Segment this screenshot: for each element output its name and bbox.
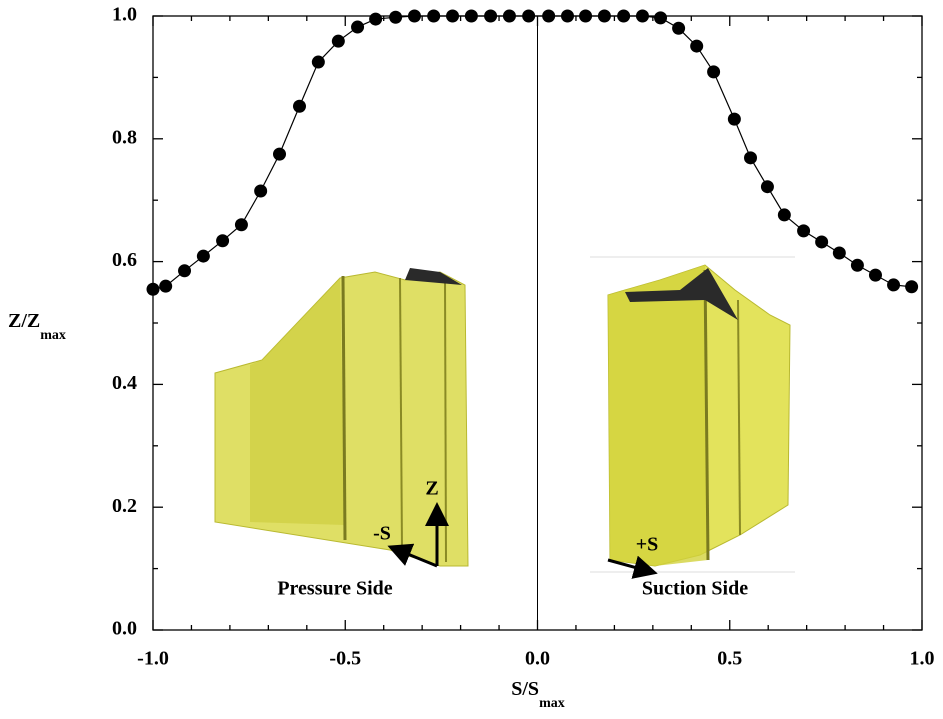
annotation: Suction Side [642,578,748,600]
data-point [579,10,592,23]
x-tick-label: -1.0 [137,648,169,670]
data-point [389,11,402,24]
annotation: Z [425,478,438,500]
blade-illustrations [215,257,795,572]
y-label-sub: max [40,328,66,343]
data-point [887,278,900,291]
data-point [869,269,882,282]
data-point [744,151,757,164]
y-axis-label: Z/Zmax [8,310,66,344]
y-tick-label: 0.2 [112,495,137,517]
data-point [542,10,555,23]
data-point [707,65,720,78]
x-axis-label: S/Smax [511,678,564,712]
y-tick-label: 0.4 [112,372,137,394]
series-line [153,16,912,289]
x-label-main: S/S [511,678,539,700]
data-point [728,113,741,126]
data-point [617,10,630,23]
annotation: -S [373,523,391,545]
chart: -1.0-0.50.00.51.00.00.20.40.60.81.0S/Sma… [0,0,943,719]
data-point [254,184,267,197]
data-point [197,250,210,263]
data-point [273,148,286,161]
data-point [159,280,172,293]
data-point [815,235,828,248]
data-point [851,259,864,272]
data-point [690,40,703,53]
data-point [503,10,516,23]
data-point [778,208,791,221]
data-point [312,56,325,69]
x-tick-label: 1.0 [910,648,935,670]
data-point [484,10,497,23]
data-point [351,21,364,34]
data-point [654,11,667,24]
y-tick-label: 0.0 [112,618,137,640]
x-tick-label: -0.5 [329,648,361,670]
data-point [797,224,810,237]
data-point [561,10,574,23]
data-point [369,13,382,26]
data-point [293,100,306,113]
x-tick-label: 0.5 [717,648,742,670]
annotation: Pressure Side [277,578,392,600]
annotation: +S [636,534,659,556]
data-point [672,22,685,35]
y-tick-label: 0.8 [112,126,137,148]
y-label-main: Z/Z [8,310,40,332]
data-point [833,247,846,260]
data-point [216,234,229,247]
y-tick-label: 0.6 [112,249,137,271]
x-label-sub: max [539,696,565,711]
data-point [761,180,774,193]
data-point [235,218,248,231]
data-point [178,264,191,277]
data-point [522,10,535,23]
y-tick-label: 1.0 [112,4,137,26]
data-point [905,280,918,293]
data-point [636,10,649,23]
data-point [408,10,421,23]
data-point [427,10,440,23]
data-point [147,283,160,296]
data-point [446,10,459,23]
data-point [465,10,478,23]
data-point [598,10,611,23]
x-tick-label: 0.0 [525,648,550,670]
data-point [332,35,345,48]
